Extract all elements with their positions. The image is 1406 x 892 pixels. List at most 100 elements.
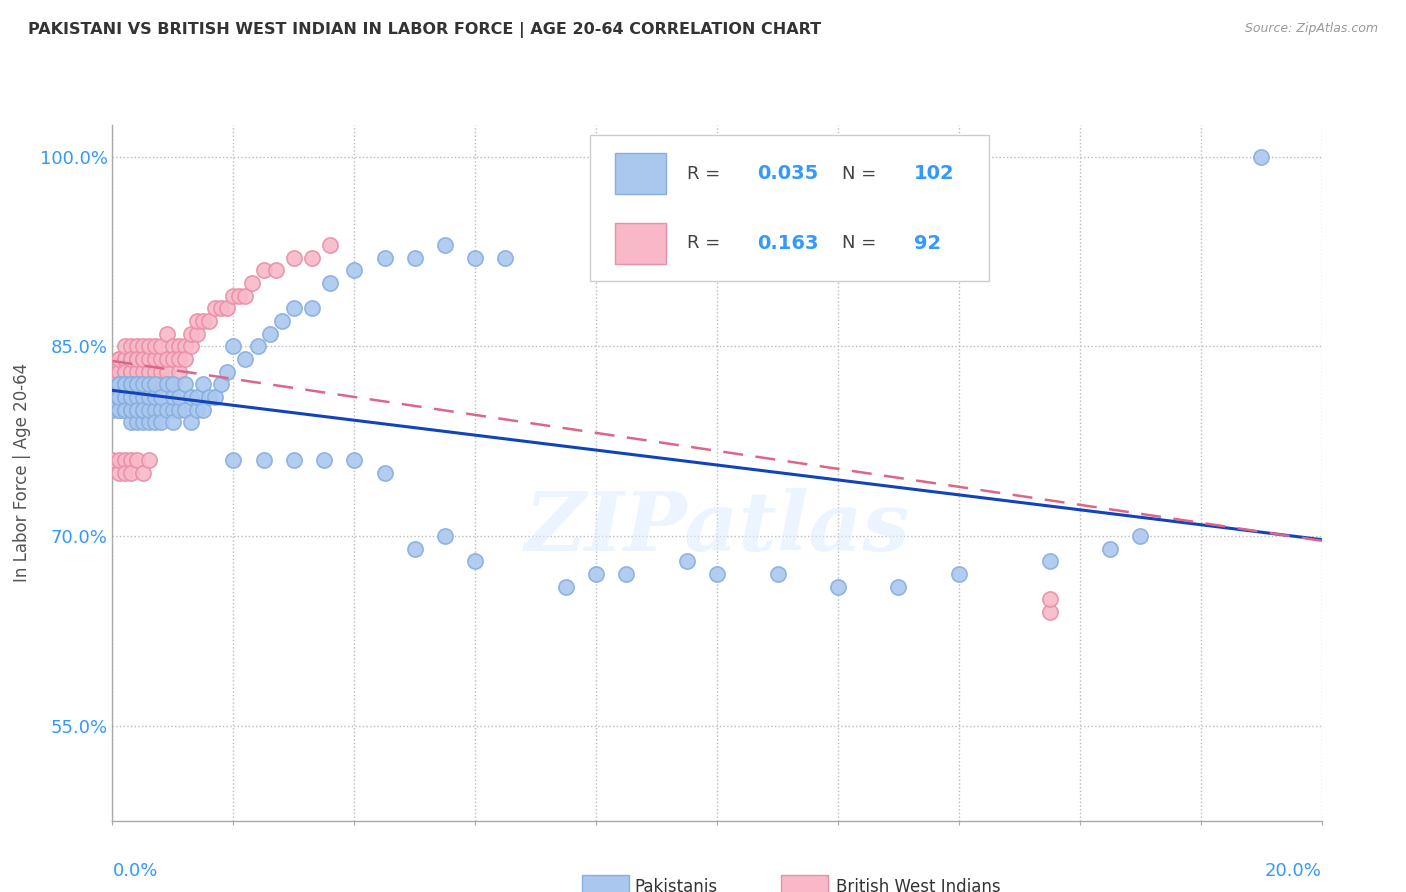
Point <box>343 453 366 467</box>
Point <box>1129 529 1152 543</box>
Point <box>125 377 148 392</box>
Point <box>107 390 129 404</box>
Point <box>132 466 155 480</box>
Point <box>217 301 239 316</box>
Point <box>235 288 257 302</box>
Point <box>675 554 697 568</box>
Point <box>1038 605 1062 619</box>
Point <box>149 415 172 429</box>
Point <box>120 377 142 392</box>
Point <box>107 402 129 417</box>
Point <box>143 377 166 392</box>
Point <box>204 390 226 404</box>
Point <box>156 365 179 379</box>
Point <box>143 390 166 404</box>
Point <box>114 453 136 467</box>
Point <box>143 351 166 366</box>
Y-axis label: In Labor Force | Age 20-64: In Labor Force | Age 20-64 <box>13 363 31 582</box>
Point <box>149 365 172 379</box>
Point <box>138 365 160 379</box>
Point <box>433 238 456 252</box>
Point <box>167 365 190 379</box>
Point <box>827 580 849 594</box>
Point <box>114 390 136 404</box>
Point <box>120 351 142 366</box>
Point <box>125 390 148 404</box>
FancyBboxPatch shape <box>782 875 828 892</box>
Point <box>283 453 305 467</box>
Point <box>246 339 269 353</box>
Text: 92: 92 <box>914 234 941 252</box>
Point <box>114 339 136 353</box>
Point <box>240 276 263 290</box>
Point <box>222 339 245 353</box>
Point <box>948 566 970 581</box>
Point <box>156 402 179 417</box>
Point <box>107 390 129 404</box>
Point <box>125 453 148 467</box>
Text: R =: R = <box>688 165 725 183</box>
Point <box>198 314 221 328</box>
Point <box>186 326 208 341</box>
Point <box>107 377 129 392</box>
Point <box>301 301 323 316</box>
Point <box>167 339 190 353</box>
Point <box>114 351 136 366</box>
Point <box>125 402 148 417</box>
Point <box>120 402 142 417</box>
Point <box>107 351 129 366</box>
Point <box>138 453 160 467</box>
Text: 0.163: 0.163 <box>756 234 818 252</box>
Point <box>120 365 142 379</box>
Point <box>235 351 257 366</box>
Point <box>1250 149 1272 163</box>
Point <box>143 402 166 417</box>
Point <box>132 390 155 404</box>
Point <box>101 377 124 392</box>
Point <box>180 390 202 404</box>
FancyBboxPatch shape <box>616 153 666 194</box>
Point <box>114 377 136 392</box>
Point <box>120 402 142 417</box>
Point <box>125 339 148 353</box>
Point <box>125 390 148 404</box>
Point <box>120 466 142 480</box>
Point <box>343 263 366 277</box>
FancyBboxPatch shape <box>591 136 990 281</box>
Point <box>162 402 184 417</box>
Point <box>120 377 142 392</box>
Point <box>585 566 607 581</box>
Point <box>132 402 155 417</box>
Point <box>107 390 129 404</box>
Point <box>107 365 129 379</box>
Point <box>132 415 155 429</box>
Point <box>120 351 142 366</box>
Point <box>174 402 197 417</box>
Point <box>404 541 426 556</box>
Point <box>186 390 208 404</box>
Point <box>114 402 136 417</box>
Point <box>114 365 136 379</box>
Point <box>283 251 305 265</box>
Point <box>138 390 160 404</box>
Point <box>186 402 208 417</box>
Text: Pakistanis: Pakistanis <box>636 878 718 892</box>
Point <box>464 251 486 265</box>
Point <box>101 453 124 467</box>
Point <box>138 351 160 366</box>
Point <box>156 351 179 366</box>
Point <box>167 390 190 404</box>
Point <box>120 390 142 404</box>
Text: PAKISTANI VS BRITISH WEST INDIAN IN LABOR FORCE | AGE 20-64 CORRELATION CHART: PAKISTANI VS BRITISH WEST INDIAN IN LABO… <box>28 22 821 38</box>
Point <box>114 390 136 404</box>
Text: R =: R = <box>688 235 725 252</box>
Point <box>138 415 160 429</box>
FancyBboxPatch shape <box>582 875 628 892</box>
Point <box>162 415 184 429</box>
Point <box>132 390 155 404</box>
Point <box>107 390 129 404</box>
Point <box>132 351 155 366</box>
Point <box>107 466 129 480</box>
Point <box>120 390 142 404</box>
Point <box>616 566 638 581</box>
